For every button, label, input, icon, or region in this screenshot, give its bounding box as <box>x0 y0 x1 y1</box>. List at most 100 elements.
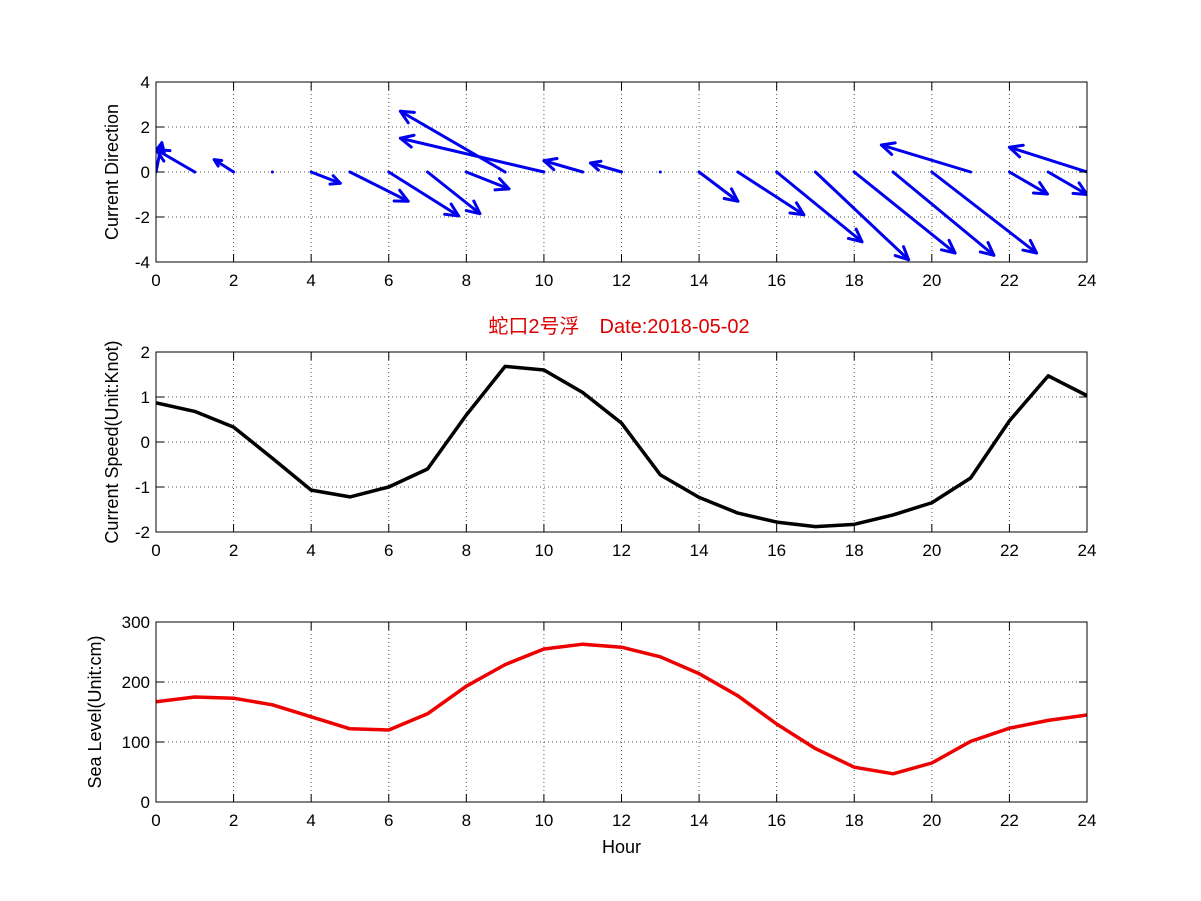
x-tick-label: 12 <box>612 811 631 830</box>
arrow-head <box>939 238 957 255</box>
y-tick-label: 1 <box>141 388 150 407</box>
arrow-shaft <box>852 170 957 255</box>
current-arrow <box>1046 170 1087 196</box>
data-point <box>348 727 352 730</box>
current-arrow <box>426 170 482 216</box>
x-tick-label: 6 <box>384 541 393 560</box>
arrow-head <box>893 245 911 262</box>
current-arrow <box>775 170 864 244</box>
current-arrow <box>348 170 410 203</box>
arrow-shaft <box>775 170 864 244</box>
x-tick-label: 12 <box>612 541 631 560</box>
arrow-head <box>398 109 416 125</box>
x-tick-label: 22 <box>1000 811 1019 830</box>
data-point <box>581 391 584 394</box>
y-tick-label: 200 <box>122 673 150 692</box>
x-tick-label: 0 <box>151 541 160 560</box>
x-tick-label: 4 <box>306 811 315 830</box>
arrow-head <box>978 241 996 257</box>
data-point <box>775 520 778 524</box>
x-tick-label: 2 <box>229 541 238 560</box>
arrow-shaft <box>891 170 996 257</box>
data-point <box>232 425 235 429</box>
y-axis-label: Sea Level(Unit:cm) <box>85 635 105 788</box>
x-tick-label: 10 <box>534 541 553 560</box>
arrow-head <box>588 159 603 172</box>
arrow-shaft <box>1007 170 1049 196</box>
arrow-head <box>443 202 461 218</box>
current-arrow <box>398 133 546 174</box>
x-tick-label: 20 <box>922 271 941 290</box>
data-point <box>271 703 274 706</box>
data-point <box>736 694 740 697</box>
x-tick-label: 4 <box>306 541 315 560</box>
x-tick-label: 10 <box>534 271 553 290</box>
arrow-shaft <box>387 170 461 218</box>
current-arrow <box>464 170 511 192</box>
current-arrow <box>930 170 1039 255</box>
arrow-head <box>1021 238 1039 255</box>
current-arrow <box>156 148 197 174</box>
current-arrow <box>542 157 585 174</box>
y-tick-label: 0 <box>141 433 150 452</box>
x-tick-label: 10 <box>534 811 553 830</box>
y-axis-label: Current Direction <box>102 104 122 240</box>
x-tick-label: 18 <box>845 271 864 290</box>
y-tick-label: 2 <box>141 343 150 362</box>
data-point <box>775 722 778 726</box>
data-point <box>465 685 468 688</box>
x-tick-label: 8 <box>462 541 471 560</box>
data-point <box>503 663 507 666</box>
data-point <box>542 368 546 372</box>
x-tick-label: 14 <box>690 811 709 830</box>
arrow-head <box>493 177 511 192</box>
arrow-shaft <box>348 170 410 203</box>
data-point <box>503 365 507 368</box>
data-point <box>426 712 429 715</box>
x-tick-label: 16 <box>767 271 786 290</box>
x-tick-label: 16 <box>767 811 786 830</box>
data-point <box>193 695 196 699</box>
current-arrow <box>852 170 957 255</box>
x-tick-label: 6 <box>384 811 393 830</box>
current-arrow <box>309 170 342 186</box>
arrow-zero <box>270 170 274 174</box>
data-point <box>969 476 972 480</box>
x-tick-label: 20 <box>922 541 941 560</box>
arrow-shaft <box>398 136 546 174</box>
data-point <box>1047 374 1050 378</box>
arrow-head <box>846 227 864 244</box>
current-arrow <box>658 170 662 174</box>
series-group <box>156 364 1087 529</box>
data-point <box>620 421 623 425</box>
x-tick-label: 6 <box>384 271 393 290</box>
x-tick-label: 24 <box>1078 271 1097 290</box>
data-point <box>697 672 701 675</box>
arrow-shaft <box>426 170 482 216</box>
y-tick-label: 300 <box>122 613 150 632</box>
arrow-shaft <box>1046 170 1087 196</box>
current-arrow <box>813 170 911 262</box>
data-point <box>1008 419 1011 423</box>
y-tick-label: -2 <box>135 208 150 227</box>
data-point <box>465 413 468 417</box>
x-tick-label: 0 <box>151 271 160 290</box>
arrow-head <box>1007 143 1025 159</box>
current-arrow <box>270 170 274 174</box>
data-point <box>930 501 934 504</box>
data-point <box>387 728 390 732</box>
y-tick-label: 100 <box>122 733 150 752</box>
current-arrow <box>879 141 973 174</box>
x-tick-label: 18 <box>845 811 864 830</box>
current-arrow <box>387 170 461 218</box>
data-point <box>930 761 934 765</box>
y-tick-label: 4 <box>141 73 150 92</box>
data-point <box>814 747 817 750</box>
data-point <box>969 740 972 743</box>
current-arrow <box>398 109 507 174</box>
arrow-head <box>328 174 342 186</box>
data-point <box>891 772 895 775</box>
